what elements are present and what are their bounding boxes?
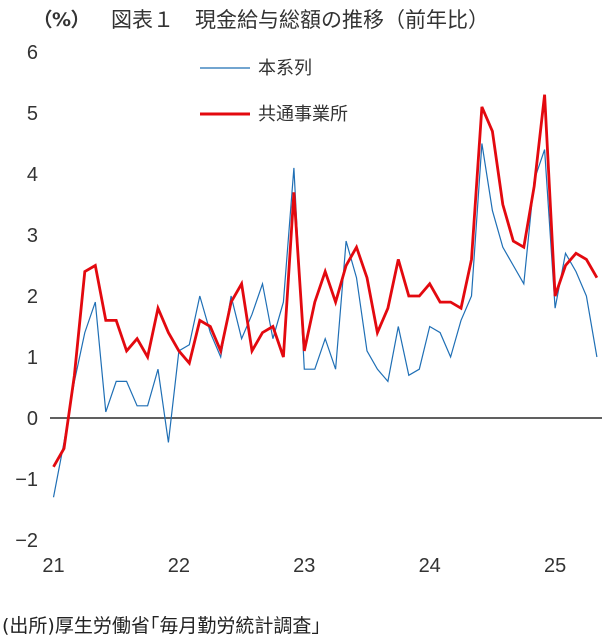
- y-tick-label: 3: [27, 225, 38, 247]
- x-tick-label: 25: [544, 555, 566, 577]
- legend: 本系列 共通事業所: [200, 58, 348, 125]
- x-tick-label: 23: [293, 555, 315, 577]
- y-tick-label: 4: [27, 164, 38, 186]
- legend-label-series-1: 本系列: [258, 58, 312, 79]
- y-axis-ticks: −2 −1 0 1 2 3 4 5 6: [15, 42, 38, 552]
- x-tick-label: 21: [42, 555, 64, 577]
- x-tick-label: 24: [419, 555, 441, 577]
- series-line-1: [52, 143, 598, 498]
- chart-title: 図表１ 現金給与総額の推移（前年比）: [111, 8, 489, 32]
- y-tick-label: 6: [27, 42, 38, 64]
- source-note: (出所)厚生労働省｢毎月勤労統計調査｣: [2, 615, 321, 637]
- y-tick-label: 5: [27, 103, 38, 125]
- y-tick-label: −2: [15, 530, 38, 552]
- y-tick-label: 0: [27, 408, 38, 430]
- series-line-2: [52, 94, 599, 468]
- y-tick-label: −1: [15, 469, 38, 491]
- y-tick-label: 2: [27, 286, 38, 308]
- series-layer: [52, 94, 599, 498]
- x-tick-label: 22: [168, 555, 190, 577]
- legend-label-series-2: 共通事業所: [258, 104, 348, 125]
- x-axis-ticks: 21 22 23 24 25: [42, 555, 566, 577]
- y-tick-label: 1: [27, 347, 38, 369]
- unit-label: （%）: [33, 8, 90, 31]
